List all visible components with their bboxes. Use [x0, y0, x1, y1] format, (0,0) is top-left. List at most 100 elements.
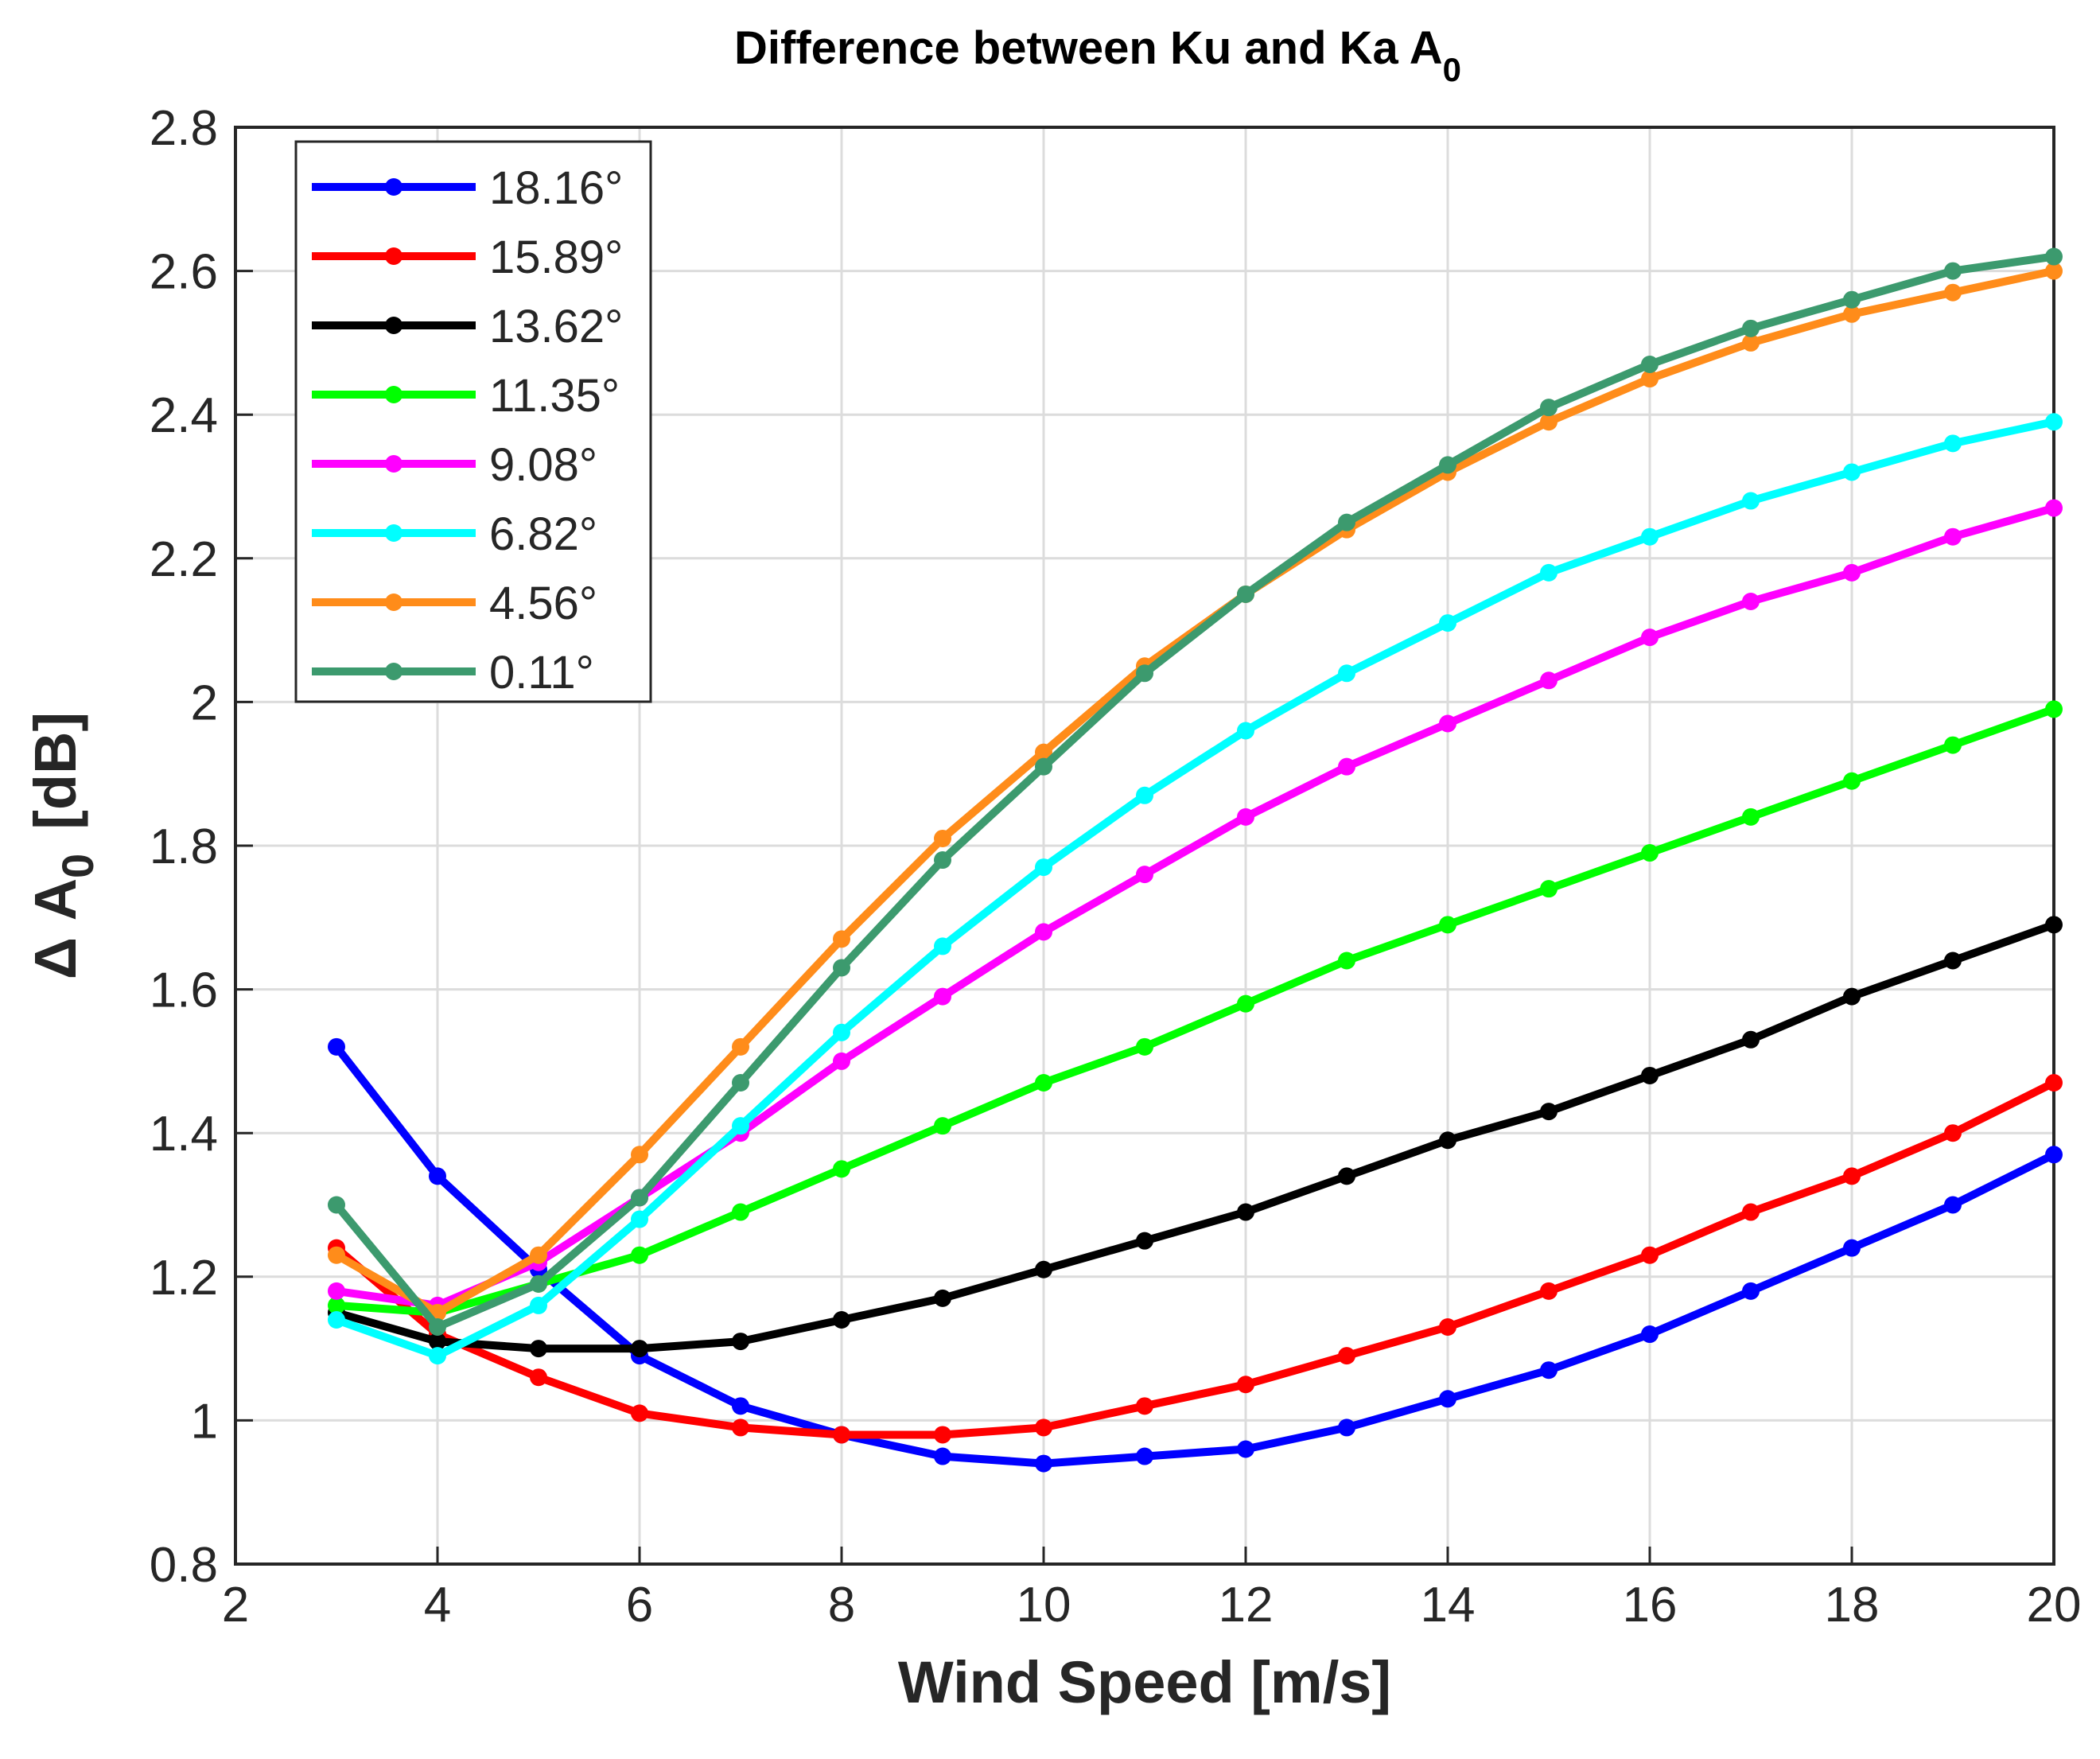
- data-point: [530, 1296, 547, 1314]
- data-point: [1742, 319, 1760, 337]
- data-point: [530, 1246, 547, 1264]
- x-tick-label: 8: [828, 1578, 855, 1633]
- data-point: [1136, 866, 1153, 884]
- data-point: [1136, 1232, 1153, 1250]
- y-axis-label-main: Δ A: [22, 878, 88, 979]
- legend-item: 13.62°: [312, 301, 623, 352]
- data-point: [1843, 987, 1861, 1006]
- data-point: [328, 1037, 345, 1056]
- data-point: [1742, 808, 1760, 826]
- data-point: [429, 1347, 446, 1365]
- data-point: [1338, 1418, 1355, 1437]
- data-point: [1136, 1447, 1153, 1465]
- data-point: [1439, 1131, 1456, 1150]
- data-point: [1742, 1282, 1760, 1300]
- data-point: [1843, 290, 1861, 309]
- data-point: [1641, 628, 1659, 647]
- legend-box: [294, 140, 652, 703]
- data-point: [1641, 844, 1659, 862]
- data-point: [1035, 923, 1052, 941]
- data-point: [934, 851, 951, 870]
- data-point: [1843, 1239, 1861, 1257]
- data-point: [732, 1203, 749, 1221]
- data-point: [1540, 1361, 1558, 1380]
- legend-swatch-marker: [385, 317, 402, 334]
- data-point: [631, 1210, 648, 1228]
- x-tick-label: 2: [222, 1578, 249, 1633]
- data-point: [1338, 757, 1355, 776]
- data-point: [530, 1368, 547, 1387]
- data-point: [2045, 1073, 2063, 1092]
- data-point: [732, 1073, 749, 1092]
- data-point: [1944, 262, 1962, 280]
- data-point: [1843, 1167, 1861, 1185]
- data-point: [1338, 1347, 1355, 1365]
- data-point: [1944, 1196, 1962, 1214]
- data-point: [1035, 1418, 1052, 1437]
- y-axis-label-subscript: 0: [52, 854, 103, 878]
- legend-label: 11.35°: [489, 370, 620, 422]
- x-tick-label: 14: [1421, 1578, 1476, 1633]
- data-point: [1641, 527, 1659, 546]
- data-point: [1439, 1318, 1456, 1337]
- chart-title-main: Difference between Ku and Ka A: [734, 22, 1443, 74]
- data-point: [1540, 880, 1558, 898]
- series-line: [332, 920, 2058, 1353]
- series-8: [328, 247, 2063, 1337]
- data-point: [1742, 1203, 1760, 1221]
- legend-item: 15.89°: [312, 232, 623, 283]
- data-point: [1237, 1440, 1254, 1458]
- data-point: [2045, 499, 2063, 517]
- data-point: [1540, 1103, 1558, 1121]
- x-tick-label: 20: [2027, 1578, 2082, 1633]
- data-point: [934, 1447, 951, 1465]
- y-tick-label: 2.4: [150, 388, 218, 443]
- legend-item: 6.82°: [312, 508, 597, 560]
- data-point: [1742, 1030, 1760, 1049]
- data-point: [1944, 1124, 1962, 1142]
- legend-item: 9.08°: [312, 439, 597, 491]
- data-point: [2045, 1146, 2063, 1164]
- legend-item: 18.16°: [312, 162, 623, 214]
- x-tick-label: 12: [1219, 1578, 1274, 1633]
- data-point: [429, 1167, 446, 1185]
- y-tick-label: 1: [191, 1394, 218, 1449]
- data-point: [2045, 700, 2063, 718]
- data-point: [2045, 916, 2063, 934]
- legend-swatch-marker: [385, 455, 402, 473]
- data-point: [631, 1189, 648, 1207]
- data-point: [1742, 333, 1760, 352]
- data-point: [1540, 671, 1558, 690]
- legend-item: 11.35°: [312, 370, 620, 422]
- data-point: [1641, 1325, 1659, 1344]
- x-axis-label: Wind Speed [m/s]: [898, 1649, 1391, 1715]
- legend-label: 13.62°: [489, 301, 623, 352]
- legend-swatch-marker: [385, 178, 402, 196]
- data-point: [1944, 527, 1962, 546]
- data-point: [328, 1246, 345, 1264]
- y-tick-label: 1.2: [150, 1251, 218, 1306]
- data-point: [1035, 757, 1052, 776]
- data-point: [732, 1397, 749, 1415]
- legend-label: 4.56°: [489, 578, 597, 629]
- data-point: [1540, 413, 1558, 431]
- data-point: [1136, 1397, 1153, 1415]
- data-point: [1338, 664, 1355, 683]
- tick-layer: 2 4 6 8 10 12 14 16 18 20 0.8 1 1.2 1.4 1.6 1.8 2 2.2 2.4 2…: [150, 101, 2082, 1633]
- data-point: [1641, 370, 1659, 388]
- legend-label: 15.89°: [489, 232, 623, 283]
- data-point: [732, 1037, 749, 1056]
- data-point: [1237, 994, 1254, 1013]
- data-point: [1338, 951, 1355, 970]
- legend-label: 0.11°: [489, 647, 594, 699]
- data-point: [934, 1117, 951, 1135]
- data-point: [732, 1418, 749, 1437]
- data-point: [1843, 463, 1861, 481]
- data-point: [1843, 772, 1861, 790]
- data-point: [833, 1052, 850, 1070]
- data-point: [530, 1274, 547, 1293]
- data-point: [1035, 743, 1052, 761]
- y-tick-label: 0.8: [150, 1538, 218, 1593]
- y-tick-label: 1.8: [150, 819, 218, 874]
- data-point: [1540, 563, 1558, 582]
